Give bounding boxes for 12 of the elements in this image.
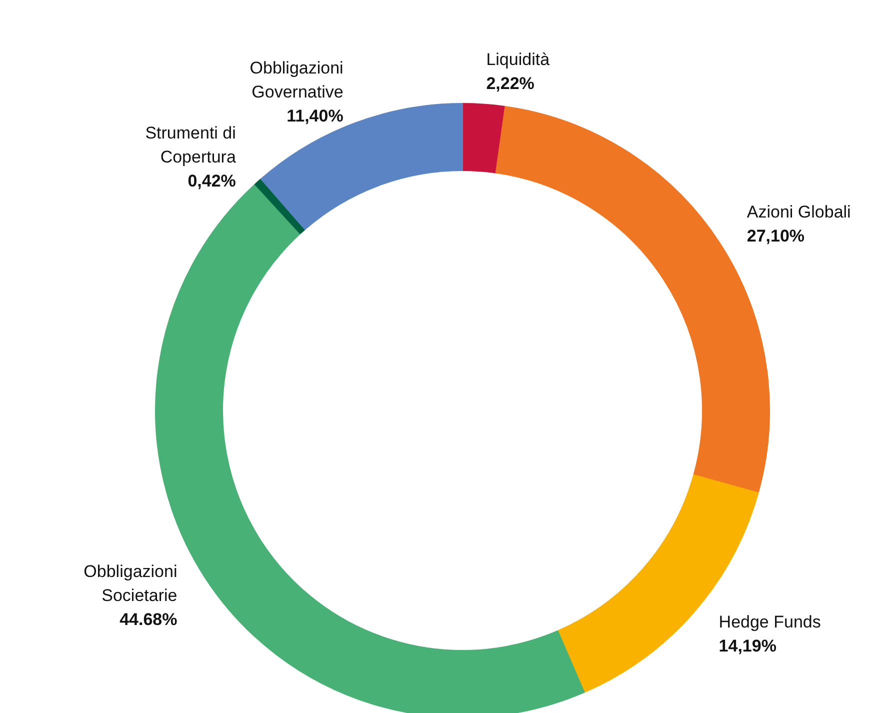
slice-label: Obbligazioni Governative bbox=[250, 58, 344, 102]
data-label: 27,10% bbox=[746, 226, 805, 246]
data-label: 14,19% bbox=[718, 636, 776, 656]
slice-label: Liquidità bbox=[486, 50, 550, 69]
data-label: 44.68% bbox=[120, 610, 178, 629]
data-label: 0,42% bbox=[188, 172, 236, 191]
slice-label: Strumenti di Copertura bbox=[145, 124, 236, 167]
slice-label: Obbligazioni Societarie bbox=[84, 562, 178, 605]
data-label: 2,22% bbox=[486, 74, 534, 93]
slice-label: Azioni Globali bbox=[746, 202, 851, 222]
slice-label: Hedge Funds bbox=[718, 612, 821, 632]
data-label: 11,40% bbox=[286, 106, 344, 126]
